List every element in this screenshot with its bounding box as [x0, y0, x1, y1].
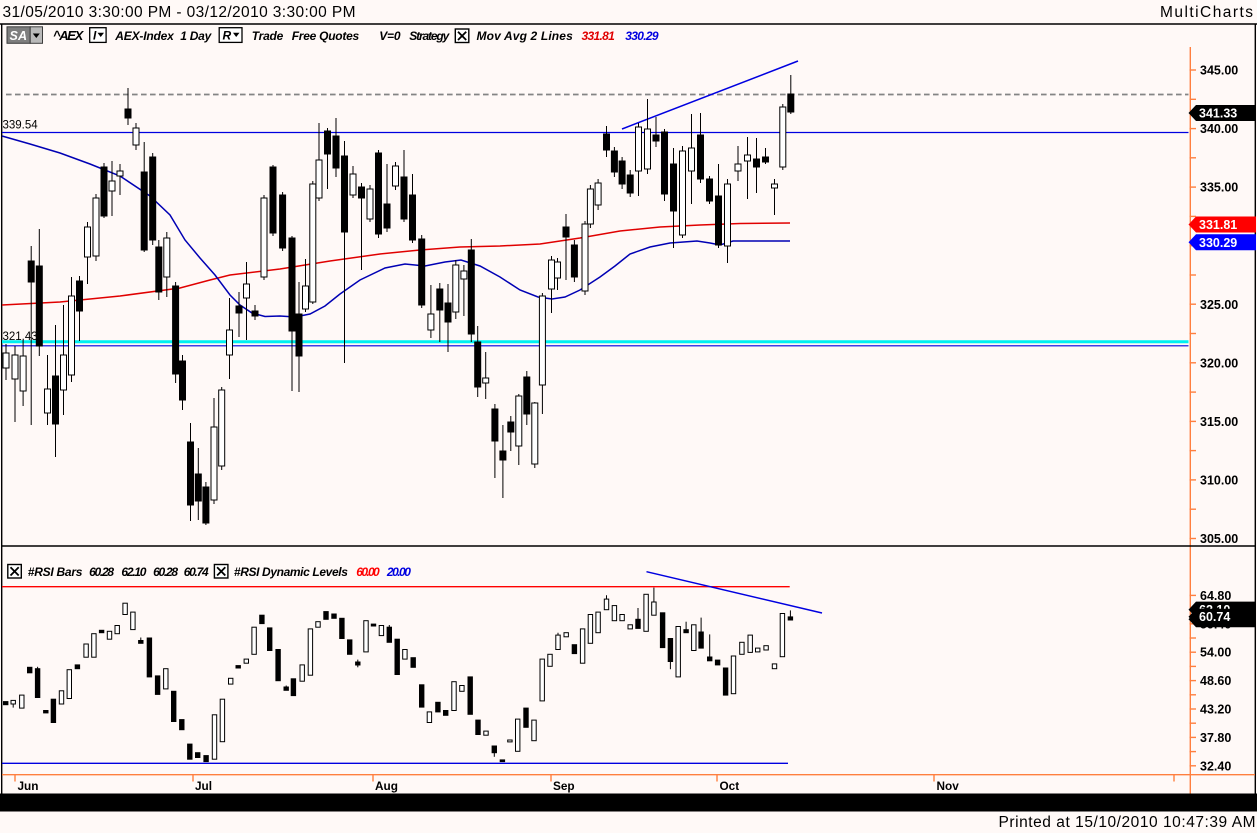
svg-text:60.28: 60.28: [153, 565, 178, 579]
svg-text:Free Quotes: Free Quotes: [292, 29, 360, 43]
svg-text:Strategy: Strategy: [409, 29, 450, 43]
svg-text:330.29: 330.29: [1199, 236, 1237, 250]
svg-text:315.00: 315.00: [1200, 415, 1238, 429]
svg-text:43.20: 43.20: [1200, 703, 1231, 717]
svg-text:Jun: Jun: [18, 779, 39, 793]
svg-text:Nov: Nov: [937, 779, 960, 793]
svg-text:Aug: Aug: [375, 779, 398, 793]
svg-text:Printed at 15/10/2010 10:47:39: Printed at 15/10/2010 10:47:39 AM: [999, 814, 1256, 831]
svg-text:Trade: Trade: [252, 29, 284, 43]
svg-text:37.80: 37.80: [1200, 731, 1231, 745]
svg-text:SA: SA: [10, 29, 28, 43]
svg-text:305.00: 305.00: [1200, 532, 1238, 546]
svg-text:321.43: 321.43: [3, 331, 38, 343]
svg-text:60.28: 60.28: [89, 565, 114, 579]
svg-text:339.54: 339.54: [3, 120, 39, 132]
svg-text:31/05/2010 3:30:00 PM - 03/12/: 31/05/2010 3:30:00 PM - 03/12/2010 3:30:…: [3, 4, 356, 21]
svg-text:1 Day: 1 Day: [180, 29, 212, 43]
svg-text:341.33: 341.33: [1199, 107, 1237, 121]
svg-text:310.00: 310.00: [1200, 473, 1238, 487]
svg-text:^AEX: ^AEX: [53, 28, 85, 43]
svg-text:48.60: 48.60: [1200, 674, 1231, 688]
svg-text:335.00: 335.00: [1200, 181, 1238, 195]
svg-text:60.74: 60.74: [184, 565, 209, 579]
svg-text:330.29: 330.29: [625, 29, 659, 43]
svg-text:32.40: 32.40: [1200, 759, 1231, 773]
svg-text:60.74: 60.74: [1199, 610, 1230, 624]
svg-text:Mov Avg 2 Lines: Mov Avg 2 Lines: [477, 29, 574, 43]
svg-text:340.00: 340.00: [1200, 122, 1238, 136]
svg-text:331.81: 331.81: [1199, 218, 1237, 232]
svg-text:60.00: 60.00: [356, 565, 380, 579]
svg-text:#RSI Bars: #RSI Bars: [28, 565, 83, 579]
svg-text:#RSI Dynamic Levels: #RSI Dynamic Levels: [234, 565, 348, 579]
svg-text:MultiCharts: MultiCharts: [1160, 4, 1253, 21]
svg-text:Sep: Sep: [553, 779, 575, 793]
svg-text:V=0: V=0: [379, 29, 401, 43]
svg-text:54.00: 54.00: [1200, 646, 1231, 660]
svg-text:62.10: 62.10: [121, 565, 146, 579]
svg-text:325.00: 325.00: [1200, 298, 1238, 312]
svg-text:Jul: Jul: [195, 779, 212, 793]
svg-text:I: I: [93, 29, 97, 43]
svg-text:331.81: 331.81: [582, 29, 616, 43]
svg-text:Oct: Oct: [720, 779, 740, 793]
svg-text:20.00: 20.00: [386, 565, 411, 579]
svg-text:320.00: 320.00: [1200, 356, 1238, 370]
svg-text:R: R: [223, 29, 232, 43]
svg-text:64.80: 64.80: [1200, 589, 1231, 603]
svg-text:345.00: 345.00: [1200, 64, 1238, 78]
svg-text:AEX-Index: AEX-Index: [114, 29, 175, 43]
